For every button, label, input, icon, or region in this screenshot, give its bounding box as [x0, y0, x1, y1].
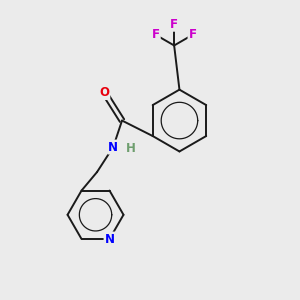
Text: H: H — [126, 142, 136, 155]
Text: F: F — [188, 28, 196, 41]
Text: O: O — [99, 86, 110, 99]
Text: N: N — [104, 232, 115, 245]
Text: F: F — [170, 18, 178, 31]
Text: N: N — [108, 141, 118, 154]
Text: F: F — [152, 28, 160, 41]
